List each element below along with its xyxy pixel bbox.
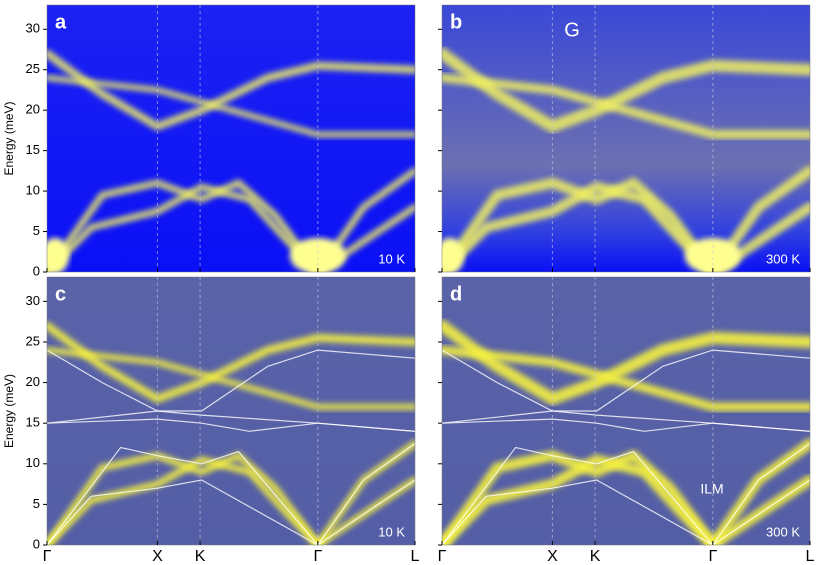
y-tick-label: 20 [26, 374, 40, 389]
y-axis-label: Energy (meV) [2, 101, 16, 175]
y-tick-label: 10 [26, 455, 40, 470]
y-tick-label: 5 [33, 223, 40, 238]
temperature-label: 10 K [378, 524, 405, 539]
panel-frame [46, 4, 416, 273]
x-tick-label: L [411, 548, 420, 565]
x-tick-label: K [590, 548, 601, 565]
y-tick-label: 15 [26, 142, 40, 157]
panel-label: c [55, 283, 66, 305]
calc-line [317, 443, 415, 545]
temperature-label: 10 K [378, 251, 405, 266]
annotation: ILM [700, 480, 723, 496]
y-tick-label: 15 [26, 415, 40, 430]
y-tick-label: 0 [33, 263, 40, 278]
y-tick-label: 30 [26, 21, 40, 36]
intensity-band [442, 345, 810, 412]
panel-frame [441, 4, 811, 273]
calc-line [47, 446, 319, 545]
calc-line [712, 479, 810, 545]
x-tick-label: Γ [43, 548, 52, 565]
y-tick-label: 10 [26, 183, 40, 198]
y-tick-label: 0 [33, 536, 40, 551]
panel-frame [46, 276, 416, 546]
annotation: G [564, 19, 580, 41]
heatmap-background [47, 277, 415, 545]
x-tick-label: Γ [438, 548, 447, 565]
panel-label: a [55, 11, 67, 33]
intensity-band [442, 181, 719, 272]
x-tick-label: L [806, 548, 815, 565]
x-tick-label: Γ [313, 548, 322, 565]
temperature-label: 300 K [766, 251, 800, 266]
intensity-band [47, 183, 322, 272]
heatmap [442, 5, 810, 272]
intensity-band [47, 451, 322, 545]
calc-line [47, 410, 415, 432]
calc-line [442, 446, 714, 545]
y-tick-label: 20 [26, 102, 40, 117]
intensity-spot [684, 237, 741, 272]
intensity-band [442, 449, 719, 545]
intensity-band [442, 454, 719, 545]
y-tick-label: 30 [26, 293, 40, 308]
intensity-spot [289, 237, 346, 272]
intensity-band [442, 73, 810, 139]
panel-label: d [450, 283, 462, 305]
x-tick-label: X [152, 548, 163, 565]
x-tick-label: K [195, 548, 206, 565]
intensity-band [47, 347, 415, 410]
heatmap [442, 277, 810, 545]
calc-line [442, 410, 810, 432]
y-tick-label: 5 [33, 496, 40, 511]
heatmap-background [47, 5, 415, 272]
heatmap [47, 277, 415, 545]
panel-label: b [450, 11, 462, 33]
intensity-band [47, 178, 322, 272]
x-tick-label: Γ [708, 548, 717, 565]
panel-frame [441, 276, 811, 546]
intensity-band [442, 176, 719, 272]
y-axis-label: Energy (meV) [2, 374, 16, 448]
intensity-spot [47, 237, 69, 272]
y-tick-label: 25 [26, 61, 40, 76]
intensity-spot [442, 237, 464, 272]
y-tick-label: 25 [26, 333, 40, 348]
intensity-band [47, 455, 322, 545]
x-tick-label: X [547, 548, 558, 565]
calc-line [317, 479, 415, 545]
calc-line [712, 443, 810, 545]
heatmap [47, 5, 415, 272]
intensity-band [47, 74, 415, 138]
temperature-label: 300 K [766, 524, 800, 539]
